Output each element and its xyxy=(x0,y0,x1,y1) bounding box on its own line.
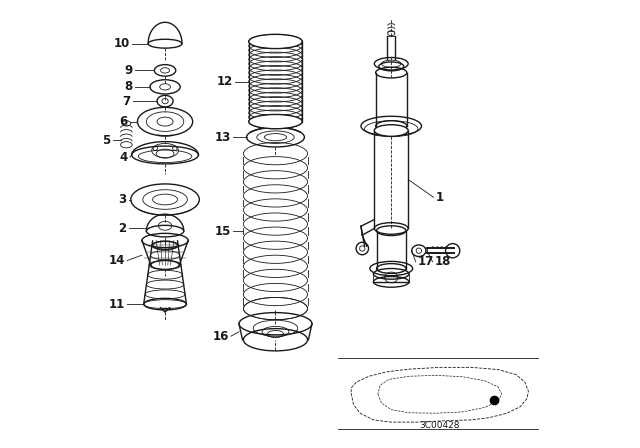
Text: 6: 6 xyxy=(120,115,127,128)
Text: 14: 14 xyxy=(109,254,125,267)
Text: 2: 2 xyxy=(118,222,126,235)
Ellipse shape xyxy=(374,125,408,136)
Text: 15: 15 xyxy=(214,224,231,237)
Text: 7: 7 xyxy=(123,95,131,108)
Text: 13: 13 xyxy=(214,131,231,144)
Text: 16: 16 xyxy=(212,330,228,343)
Ellipse shape xyxy=(249,34,302,48)
Text: 4: 4 xyxy=(120,151,127,164)
Ellipse shape xyxy=(249,115,302,129)
Text: 10: 10 xyxy=(113,37,129,50)
Text: 3: 3 xyxy=(118,193,126,206)
Text: 18: 18 xyxy=(435,255,451,268)
Text: 11: 11 xyxy=(109,297,125,310)
Text: 3C00428: 3C00428 xyxy=(419,421,460,430)
Text: 12: 12 xyxy=(217,75,233,88)
Text: 9: 9 xyxy=(124,64,132,77)
Text: 17: 17 xyxy=(418,255,434,268)
Text: 8: 8 xyxy=(124,80,132,93)
Text: 5: 5 xyxy=(102,134,111,147)
Text: 1: 1 xyxy=(436,191,444,204)
